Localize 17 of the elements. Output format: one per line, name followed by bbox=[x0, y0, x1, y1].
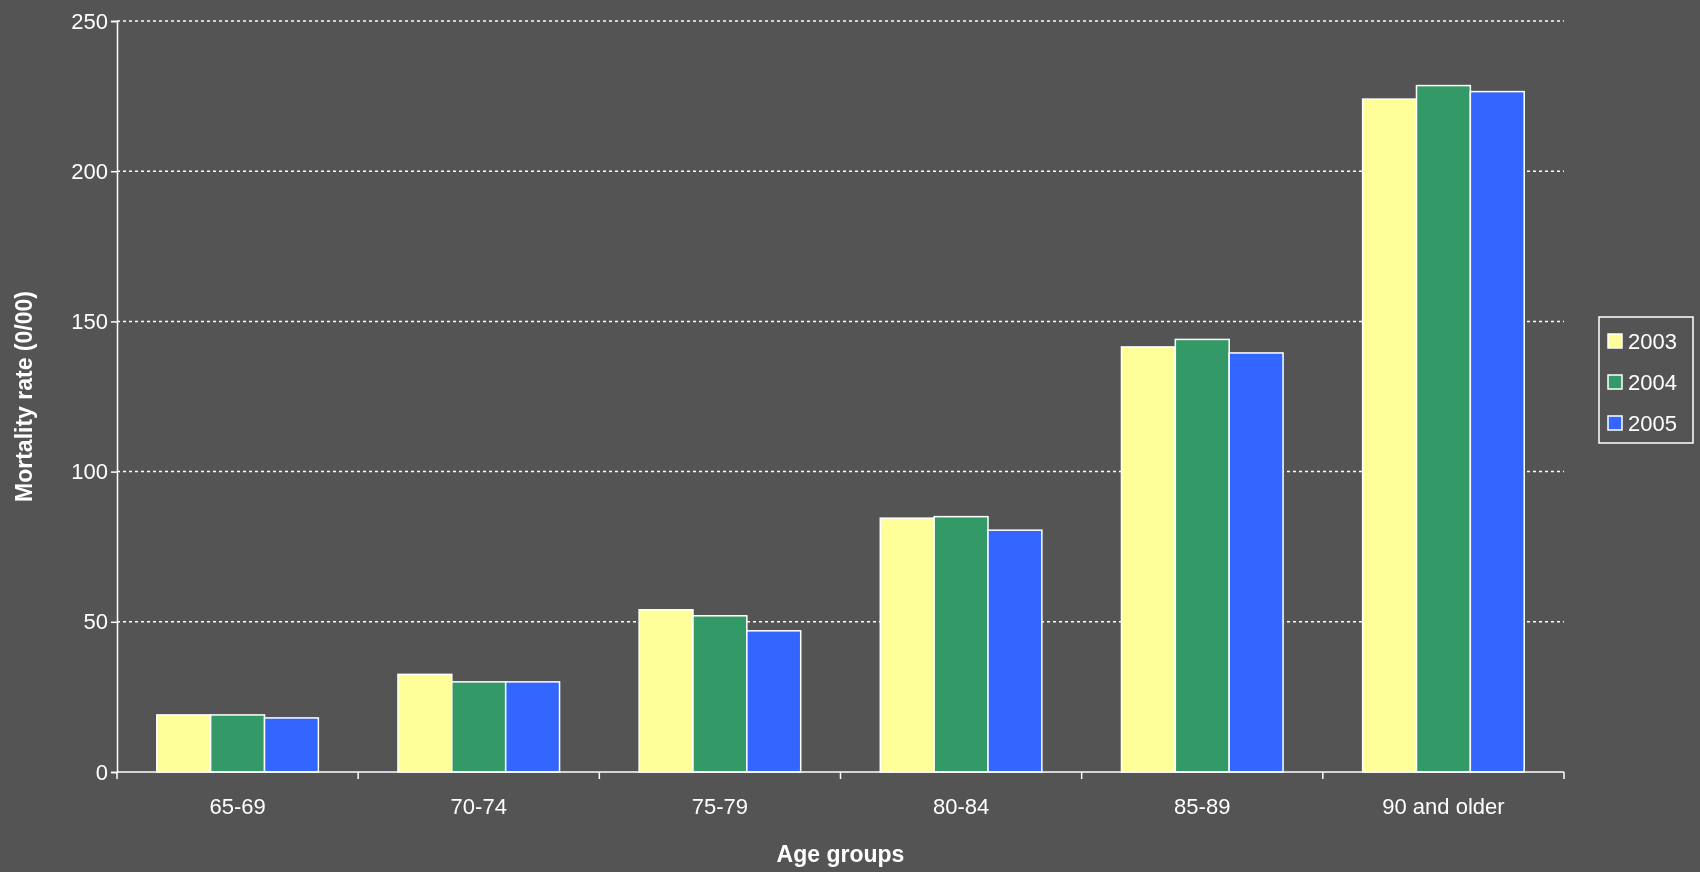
x-axis-title: Age groups bbox=[776, 841, 905, 867]
legend-label: 2005 bbox=[1628, 411, 1677, 436]
x-tick-label: 70-74 bbox=[450, 794, 507, 819]
x-tick-label: 65-69 bbox=[209, 794, 266, 819]
y-tick-label: 150 bbox=[71, 308, 108, 334]
y-tick-label: 200 bbox=[71, 158, 108, 184]
x-tick-label: 75-79 bbox=[691, 794, 749, 819]
x-tick-label: 85-89 bbox=[1174, 794, 1231, 819]
y-tick-label: 50 bbox=[83, 609, 108, 635]
legend-label: 2004 bbox=[1628, 370, 1677, 395]
y-tick-label: 250 bbox=[71, 8, 108, 34]
legend-label: 2003 bbox=[1628, 329, 1677, 354]
x-tick-label: 90 and older bbox=[1382, 794, 1505, 819]
y-tick-label: 0 bbox=[95, 759, 108, 785]
x-tick-label: 80-84 bbox=[932, 794, 990, 819]
y-axis-title: Mortality rate (0/00) bbox=[11, 291, 37, 502]
y-tick-label: 100 bbox=[71, 459, 108, 485]
